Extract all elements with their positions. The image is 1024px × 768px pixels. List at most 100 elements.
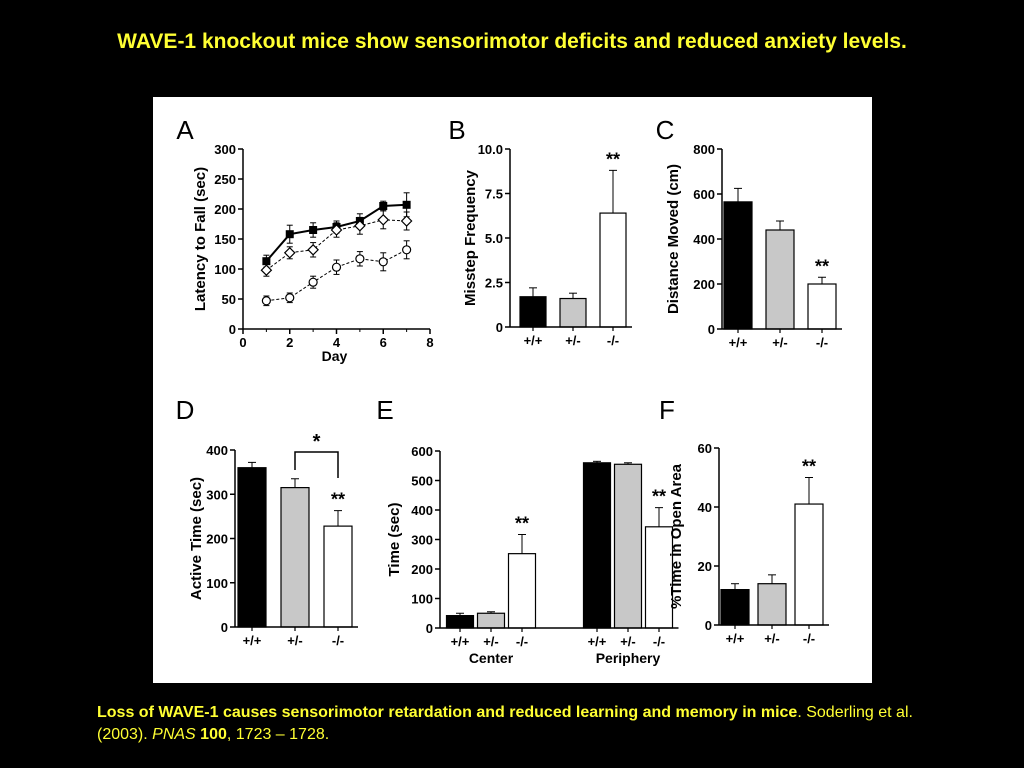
y-tick-label-D: 400 xyxy=(206,443,228,458)
bar-F-+/- xyxy=(757,583,787,626)
bar-E-center-+/+ xyxy=(445,615,475,629)
bar-B--/- xyxy=(599,212,627,328)
x-axis-label-A: Day xyxy=(322,348,348,364)
y-tick-label-B: 0 xyxy=(496,320,503,335)
y-tick-label-E: 200 xyxy=(411,562,433,577)
panel-letter-F: F xyxy=(659,395,675,425)
data-point-diamond xyxy=(307,243,319,256)
caption: Loss of WAVE-1 causes sensorimotor retar… xyxy=(97,702,937,746)
bracket-label-D: * xyxy=(313,431,321,453)
data-point-circle xyxy=(402,245,412,255)
y-tick-label-E: 0 xyxy=(426,621,433,636)
significance-mark-B: ** xyxy=(606,149,620,169)
y-axis-label-C: Distance Moved (cm) xyxy=(665,164,682,314)
data-point-circle xyxy=(355,254,365,264)
y-tick-label-D: 200 xyxy=(206,532,228,547)
y-tick-label-A: 300 xyxy=(214,142,236,157)
y-tick-label-C: 0 xyxy=(708,322,715,337)
y-tick-label-E: 500 xyxy=(411,474,433,489)
significance-mark-F: ** xyxy=(802,457,816,477)
bar-E-center-+/- xyxy=(476,612,506,629)
x-tick-label-A: 6 xyxy=(380,335,387,350)
y-tick-label-D: 100 xyxy=(206,576,228,591)
bar-E-periphery--/- xyxy=(644,526,674,629)
x-tick-label-C: +/+ xyxy=(729,335,748,350)
x-tick-label-E: +/+ xyxy=(588,634,607,649)
data-point-square xyxy=(402,200,411,209)
x-tick-label-A: 2 xyxy=(286,335,293,350)
y-tick-label-F: 60 xyxy=(698,441,712,456)
bar-E-periphery-+/+ xyxy=(582,462,612,629)
y-tick-label-F: 20 xyxy=(698,559,712,574)
x-tick-label-E: +/- xyxy=(483,634,499,649)
y-tick-label-B: 2.5 xyxy=(485,276,503,291)
y-tick-label-B: 7.5 xyxy=(485,187,503,202)
group-label-center: Center xyxy=(469,650,514,666)
bar-F-+/+ xyxy=(720,589,750,626)
group-label-periphery: Periphery xyxy=(596,650,661,666)
y-axis-label-D: Active Time (sec) xyxy=(188,477,205,600)
x-tick-label-F: -/- xyxy=(803,631,815,646)
x-tick-label-D: -/- xyxy=(332,633,344,648)
y-tick-label-B: 5.0 xyxy=(485,231,503,246)
bar-B-+/- xyxy=(559,297,587,328)
x-tick-label-E: +/+ xyxy=(451,634,470,649)
x-tick-label-B: +/- xyxy=(565,333,581,348)
y-axis-label-B: Misstep Frequency xyxy=(462,169,479,306)
caption-journal: PNAS xyxy=(152,726,196,743)
y-tick-label-A: 0 xyxy=(229,322,236,337)
bar-B-+/+ xyxy=(519,296,547,328)
y-tick-label-A: 50 xyxy=(222,292,236,307)
bar-D--/- xyxy=(323,525,353,628)
y-tick-label-D: 300 xyxy=(206,487,228,502)
data-point-circle xyxy=(331,262,342,272)
significance-mark-C: ** xyxy=(815,256,829,276)
x-tick-label-E: -/- xyxy=(653,634,665,649)
y-axis-label-F: %Time in Open Area xyxy=(668,463,685,609)
data-point-diamond xyxy=(400,215,413,227)
y-tick-label-C: 200 xyxy=(693,277,715,292)
y-tick-label-B: 10.0 xyxy=(478,142,503,157)
y-tick-label-A: 100 xyxy=(214,262,236,277)
y-tick-label-F: 0 xyxy=(705,618,712,633)
data-point-circle xyxy=(378,257,388,267)
data-point-circle xyxy=(308,277,318,287)
data-point-diamond xyxy=(354,219,366,232)
y-tick-label-E: 300 xyxy=(411,533,433,548)
panel-letter-C: C xyxy=(656,115,675,145)
x-tick-label-D: +/- xyxy=(287,633,303,648)
slide-title: WAVE-1 knockout mice show sensorimotor d… xyxy=(117,30,907,53)
y-axis-label-A: Latency to Fall (sec) xyxy=(192,167,209,311)
caption-authors: . Soderling et al. (2003). xyxy=(97,704,913,743)
bar-D-+/+ xyxy=(237,467,267,628)
y-tick-label-F: 40 xyxy=(698,500,712,515)
bar-C-+/- xyxy=(765,229,795,330)
x-tick-label-A: 4 xyxy=(333,335,341,350)
data-point-circle xyxy=(261,296,271,306)
data-point-diamond xyxy=(330,224,343,236)
x-tick-label-D: +/+ xyxy=(243,633,262,648)
y-tick-label-C: 600 xyxy=(693,187,715,202)
x-tick-label-C: -/- xyxy=(816,335,828,350)
significance-mark-D: ** xyxy=(331,490,345,510)
x-tick-label-B: +/+ xyxy=(524,333,543,348)
data-point-square xyxy=(262,257,271,266)
panel-letter-D: D xyxy=(176,395,195,425)
y-tick-label-C: 400 xyxy=(693,232,715,247)
data-point-square xyxy=(309,226,318,234)
caption-pages: , 1723 – 1728. xyxy=(226,726,330,743)
bar-C--/- xyxy=(807,283,837,330)
significance-mark-E: ** xyxy=(515,513,529,533)
x-tick-label-C: +/- xyxy=(772,335,788,350)
panel-letter-E: E xyxy=(376,395,393,425)
significance-mark-E: ** xyxy=(652,487,666,507)
caption-bold: Loss of WAVE-1 causes sensorimotor retar… xyxy=(97,704,798,721)
bar-D-+/- xyxy=(280,487,310,628)
y-axis-label-E: Time (sec) xyxy=(386,503,403,577)
y-tick-label-A: 200 xyxy=(214,202,236,217)
x-tick-label-F: +/+ xyxy=(726,631,745,646)
x-tick-label-B: -/- xyxy=(607,333,619,348)
panel-letter-B: B xyxy=(448,115,465,145)
data-point-square xyxy=(379,202,388,210)
bar-F--/- xyxy=(794,503,824,626)
